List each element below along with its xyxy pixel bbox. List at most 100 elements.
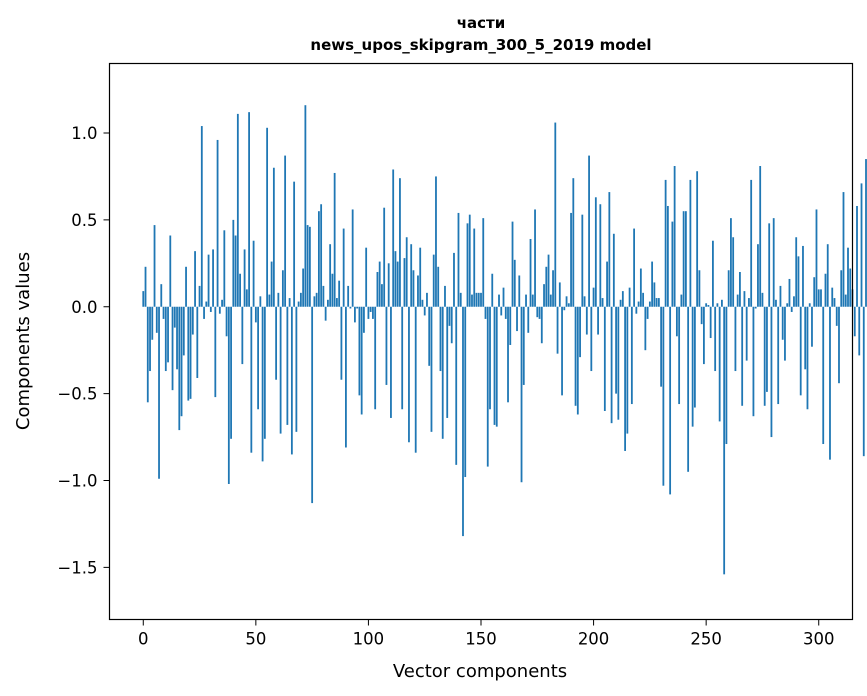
bar: [329, 244, 332, 307]
bar: [209, 306, 212, 312]
bar: [317, 211, 320, 307]
bar: [579, 306, 581, 358]
bar: [673, 166, 676, 307]
bar: [775, 299, 777, 307]
bar: [730, 218, 732, 307]
bar: [838, 306, 840, 384]
bar: [315, 292, 318, 307]
bar: [327, 299, 329, 307]
bar: [684, 211, 687, 307]
bar: [574, 306, 577, 406]
bar: [669, 306, 672, 495]
bar: [630, 306, 633, 405]
bar: [563, 306, 566, 311]
bar: [678, 306, 681, 405]
bar: [459, 292, 462, 307]
bar: [239, 273, 241, 307]
bar: [227, 306, 230, 484]
bar: [534, 209, 536, 307]
bar: [547, 254, 550, 307]
bar: [367, 306, 370, 319]
bar: [770, 306, 773, 438]
bar: [750, 179, 753, 307]
bar: [405, 237, 408, 307]
bar: [162, 306, 165, 319]
bar: [543, 284, 545, 307]
bar: [624, 306, 626, 451]
bar: [322, 285, 325, 307]
bar: [666, 205, 669, 307]
bar: [511, 221, 514, 307]
bar: [392, 169, 395, 307]
bar: [336, 298, 338, 307]
bar: [507, 306, 509, 403]
bar: [739, 272, 741, 307]
bar: [378, 261, 381, 307]
bar: [259, 296, 262, 307]
bar: [793, 296, 795, 307]
bar: [820, 289, 822, 307]
bar: [279, 306, 282, 434]
bar: [495, 306, 498, 427]
bar: [723, 306, 726, 575]
bar: [394, 251, 397, 307]
bar: [225, 306, 228, 337]
bar: [761, 292, 764, 307]
bar: [858, 306, 861, 356]
bar: [347, 285, 350, 307]
x-axis-ticks: 0 50 100 150 200 250 300: [138, 619, 834, 649]
bar: [390, 306, 392, 418]
bar: [698, 270, 701, 307]
bar: [642, 292, 645, 307]
bar: [529, 238, 532, 307]
y-axis-label: Components values: [13, 252, 34, 430]
bar: [401, 306, 404, 410]
bar: [556, 306, 559, 354]
bar: [356, 306, 359, 309]
bar: [320, 204, 323, 307]
bar: [865, 159, 867, 307]
bar: [171, 306, 174, 391]
bar: [475, 292, 478, 307]
bar: [743, 291, 746, 307]
bar: [410, 244, 413, 307]
bar: [626, 306, 629, 434]
bar: [236, 113, 239, 307]
y-tick-label: 1.0: [71, 124, 97, 143]
bar: [396, 261, 399, 307]
bar: [167, 306, 169, 363]
bar: [689, 179, 692, 307]
bar: [477, 292, 480, 307]
bar: [230, 306, 232, 439]
bar: [288, 298, 291, 307]
bar-series: [142, 105, 867, 575]
bar: [752, 306, 755, 417]
bar: [297, 301, 300, 307]
bar: [232, 219, 235, 307]
bar: [221, 299, 223, 307]
bar: [270, 261, 273, 307]
x-tick-label: 200: [578, 630, 610, 649]
bar: [554, 122, 557, 307]
bar: [628, 287, 631, 307]
bar: [435, 176, 437, 307]
bar: [583, 296, 586, 307]
bar: [592, 287, 595, 307]
bar: [779, 285, 782, 307]
bar: [284, 155, 287, 307]
bar: [680, 294, 683, 307]
bar: [191, 306, 194, 335]
bar: [462, 306, 464, 537]
bar: [493, 306, 496, 425]
bar: [754, 306, 757, 309]
bar: [214, 306, 217, 398]
bar: [194, 251, 196, 307]
bar: [340, 306, 343, 380]
bar: [212, 249, 214, 307]
bar: [581, 214, 584, 307]
bar: [817, 289, 820, 307]
bar: [522, 306, 525, 385]
bar: [772, 218, 775, 307]
bar: [261, 306, 264, 462]
